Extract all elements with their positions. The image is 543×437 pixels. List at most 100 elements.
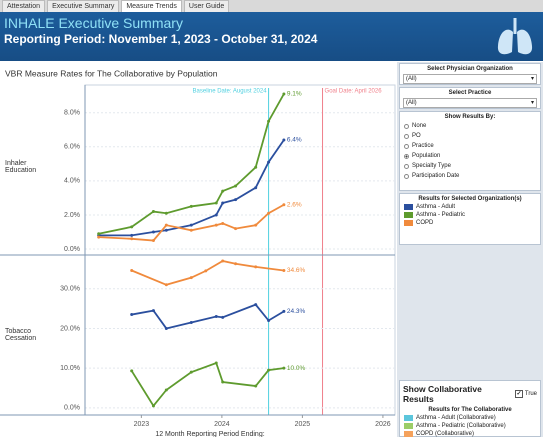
- data-point: [130, 234, 133, 237]
- radio-button[interactable]: [404, 124, 409, 129]
- data-point: [221, 316, 224, 319]
- legend-swatch: [404, 220, 413, 226]
- side-panel: Select Physician Organization (All) Sele…: [397, 62, 543, 437]
- data-point: [190, 321, 193, 324]
- data-point: [215, 213, 218, 216]
- checkbox[interactable]: ✓: [515, 390, 523, 398]
- data-point: [190, 229, 193, 232]
- data-label: 2.6%: [287, 201, 302, 208]
- filter-title: Select Physician Organization: [400, 64, 540, 72]
- radio-label: PO: [412, 133, 421, 139]
- radio-button[interactable]: [404, 144, 409, 149]
- legend-item: COPD: [404, 219, 536, 226]
- data-point: [165, 229, 168, 232]
- collaborative-toggle: Show Collaborative Results ✓ True: [400, 381, 540, 405]
- legend-label: Asthma - Adult: [416, 204, 455, 210]
- radio-label: Practice: [412, 143, 434, 149]
- data-point: [152, 210, 155, 213]
- plot-background: [85, 85, 395, 415]
- x-axis-label: 12 Month Reporting Period Ending:: [155, 431, 264, 437]
- data-point: [282, 367, 285, 370]
- collaborative-box: Show Collaborative Results ✓ True Result…: [399, 380, 541, 437]
- y-axis-label: Tobacco Cessation: [5, 328, 45, 342]
- filter-title: Select Practice: [400, 88, 540, 96]
- collaborative-legend-title: Results for The Collaborative: [400, 405, 540, 413]
- filter-box: Select Practice (All): [399, 87, 541, 109]
- data-point: [152, 239, 155, 242]
- radio-button[interactable]: [404, 174, 409, 179]
- legend-swatch: [404, 423, 413, 429]
- data-point: [221, 259, 224, 262]
- y-tick-label: 10.0%: [60, 365, 80, 372]
- legend-title: Results for Selected Organization(s): [400, 194, 540, 202]
- data-point: [130, 225, 133, 228]
- data-point: [152, 309, 155, 312]
- page: AttestationExecutive SummaryMeasure Tren…: [0, 0, 543, 437]
- data-point: [97, 236, 100, 239]
- radio-button[interactable]: [404, 154, 409, 159]
- data-point: [165, 212, 168, 215]
- radio-option[interactable]: Participation Date: [404, 172, 536, 180]
- radio-option[interactable]: Population: [404, 152, 536, 160]
- reference-label: Baseline Date: August 2024: [193, 89, 268, 95]
- data-point: [97, 232, 100, 235]
- y-tick-label: 4.0%: [64, 178, 80, 185]
- data-point: [254, 166, 257, 169]
- data-point: [282, 138, 285, 141]
- radio-option[interactable]: Practice: [404, 142, 536, 150]
- legend-label: Asthma - Adult (Collaborative): [416, 415, 496, 421]
- radio-label: Population: [412, 153, 440, 159]
- data-point: [234, 198, 237, 201]
- data-point: [130, 369, 133, 372]
- data-label: 10.0%: [287, 365, 306, 372]
- data-point: [267, 319, 270, 322]
- y-tick-label: 0.0%: [64, 405, 80, 412]
- legend-item: Asthma - Pediatric (Collaborative): [404, 422, 536, 429]
- radio-button[interactable]: [404, 134, 409, 139]
- data-point: [165, 388, 168, 391]
- data-point: [267, 212, 270, 215]
- reference-label: Goal Date: April 2026: [325, 89, 383, 95]
- data-point: [267, 161, 270, 164]
- dropdown[interactable]: (All): [403, 74, 537, 84]
- chart: VBR Measure Rates for The Collaborative …: [0, 0, 396, 437]
- data-point: [221, 381, 224, 384]
- data-point: [190, 205, 193, 208]
- data-point: [215, 224, 218, 227]
- data-point: [215, 315, 218, 318]
- data-point: [190, 276, 193, 279]
- radio-button[interactable]: [404, 164, 409, 169]
- radio-option[interactable]: PO: [404, 132, 536, 140]
- data-label: 24.3%: [287, 308, 306, 315]
- filter-box: Select Physician Organization (All): [399, 63, 541, 85]
- legend-swatch: [404, 212, 413, 218]
- data-point: [165, 283, 168, 286]
- y-axis-label: Inhaler Education: [5, 160, 45, 174]
- legend-swatch: [404, 204, 413, 210]
- legend-label: COPD (Collaborative): [416, 431, 474, 437]
- data-point: [267, 120, 270, 123]
- data-point: [254, 385, 257, 388]
- data-point: [267, 369, 270, 372]
- dropdown[interactable]: (All): [403, 98, 537, 108]
- lungs-icon: [495, 16, 535, 58]
- legend-item: COPD (Collaborative): [404, 430, 536, 437]
- data-point: [282, 310, 285, 313]
- y-tick-label: 30.0%: [60, 286, 80, 293]
- data-point: [254, 265, 257, 268]
- data-point: [190, 224, 193, 227]
- data-point: [215, 361, 218, 364]
- data-point: [204, 269, 207, 272]
- legend-item: Asthma - Pediatric: [404, 211, 536, 218]
- data-point: [254, 186, 257, 189]
- data-point: [152, 230, 155, 233]
- data-point: [282, 269, 285, 272]
- legend-label: Asthma - Pediatric: [416, 212, 465, 218]
- radio-label: Specialty Type: [412, 163, 451, 169]
- data-label: 34.6%: [287, 267, 306, 274]
- data-point: [282, 92, 285, 95]
- radio-option[interactable]: None: [404, 122, 536, 130]
- radio-label: None: [412, 123, 426, 129]
- radio-option[interactable]: Specialty Type: [404, 162, 536, 170]
- radio-label: Participation Date: [412, 173, 459, 179]
